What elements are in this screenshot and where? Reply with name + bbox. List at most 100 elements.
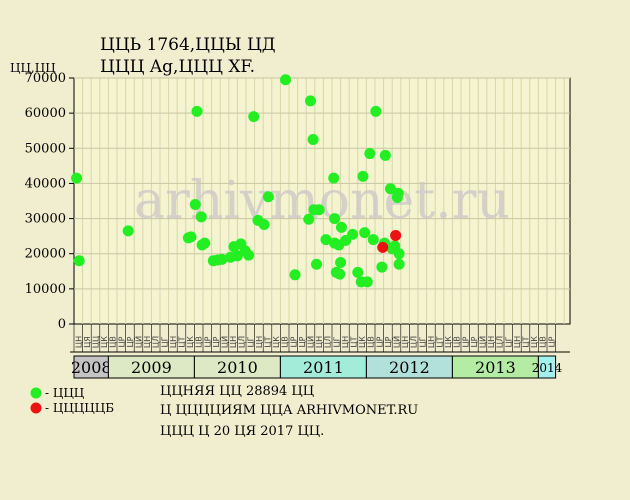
month-label: ЦР bbox=[470, 336, 479, 347]
month-label: ЦЙ bbox=[477, 336, 488, 348]
data-point-sold bbox=[191, 105, 203, 117]
data-point-sold bbox=[73, 255, 85, 267]
data-point-sold bbox=[307, 134, 319, 145]
data-point-sold bbox=[262, 191, 274, 203]
month-label: ЦГ bbox=[418, 336, 427, 347]
legend-marker-sold bbox=[30, 387, 42, 399]
month-label: ЦН bbox=[143, 336, 152, 348]
data-point-sold bbox=[216, 253, 228, 265]
data-point-sold bbox=[313, 204, 325, 216]
data-point-sold bbox=[71, 172, 83, 184]
month-label: ЦЦ bbox=[92, 336, 101, 348]
data-point-sold bbox=[379, 149, 391, 161]
month-label: ЦР bbox=[547, 336, 556, 347]
data-point-sold bbox=[311, 258, 323, 270]
month-label: ЦВ bbox=[281, 336, 290, 348]
y-tick-label: 60000 bbox=[25, 106, 66, 121]
y-axis-ticks: 0 10000 20000 30000 40000 50000 60000 70000 bbox=[25, 71, 74, 332]
month-label: ЦВ bbox=[539, 336, 548, 348]
month-label: ЦН bbox=[74, 336, 83, 348]
month-label: ЦР bbox=[203, 336, 212, 347]
data-point-sold bbox=[195, 211, 207, 223]
legend-label-sold: - ЦЦЦ bbox=[45, 386, 85, 400]
chart-subtitle: ЦЦЦ Ag,ЦЦЦ XF. bbox=[100, 57, 255, 77]
month-label: ЦЙ bbox=[219, 336, 230, 348]
month-label: ЦВ bbox=[109, 336, 118, 348]
data-point-sold bbox=[328, 172, 340, 184]
month-label: ЦН bbox=[513, 336, 522, 348]
month-label: ЦК bbox=[100, 336, 109, 348]
y-axis-unit: ЦЦ,ЦЦ bbox=[10, 61, 56, 75]
data-point-sold bbox=[305, 95, 316, 107]
footer-line-3: ЦЦЦ Ц 20 ЦЯ 2017 ЦЦ. bbox=[160, 424, 324, 439]
month-label: ЦК bbox=[272, 336, 281, 348]
data-point-sold bbox=[189, 199, 201, 211]
month-label: ЦР bbox=[375, 336, 384, 347]
data-point-sold bbox=[334, 268, 346, 280]
month-label: ЦР bbox=[298, 336, 307, 347]
month-label: ЦР bbox=[117, 336, 126, 347]
month-label: ЦГ bbox=[504, 336, 513, 347]
y-tick-label: 0 bbox=[58, 317, 66, 332]
month-label: ЦТ bbox=[350, 336, 359, 347]
month-label: ЦН bbox=[315, 336, 324, 348]
month-label: ЦН bbox=[401, 336, 410, 348]
data-point-sold bbox=[289, 269, 301, 281]
data-point-sold bbox=[359, 227, 371, 239]
data-point-unsold bbox=[390, 229, 402, 241]
y-tick-label: 20000 bbox=[25, 247, 66, 262]
month-label: ЦК bbox=[530, 336, 539, 348]
month-label: ЦЛ bbox=[238, 336, 247, 348]
data-point-sold bbox=[361, 276, 373, 288]
data-point-sold bbox=[352, 266, 364, 278]
data-point-sold bbox=[243, 249, 255, 261]
data-point-sold bbox=[364, 148, 376, 160]
month-label: ЦР bbox=[212, 336, 221, 347]
month-label: ЦТ bbox=[436, 336, 445, 347]
y-tick-label: 40000 bbox=[25, 176, 66, 191]
year-label-2011: 2011 bbox=[303, 358, 344, 377]
data-point-sold bbox=[248, 111, 260, 123]
watermark: arhivmonet.ru bbox=[134, 171, 510, 231]
month-label: ЦВ bbox=[195, 336, 204, 348]
legend-label-unsold: - ЦЦЦЦЦБ bbox=[45, 401, 114, 415]
year-label-2008: 2008 bbox=[71, 358, 112, 377]
data-point-sold bbox=[357, 170, 369, 182]
month-label: ЦЙ bbox=[305, 336, 316, 348]
month-label: ЦЙ bbox=[133, 336, 144, 348]
year-label-2012: 2012 bbox=[389, 358, 430, 377]
month-label: ЦН bbox=[427, 336, 436, 348]
y-tick-label: 70000 bbox=[25, 71, 66, 86]
month-label: ЦР bbox=[384, 336, 393, 347]
data-point-unsold bbox=[377, 241, 389, 253]
year-band-2014 bbox=[537, 355, 557, 379]
month-label: ЦЙ bbox=[391, 336, 402, 348]
y-tick-label: 50000 bbox=[25, 141, 66, 156]
month-label: ЦН bbox=[169, 336, 178, 348]
month-label: ЦВ bbox=[367, 336, 376, 348]
legend: - ЦЦЦ - ЦЦЦЦЦБ bbox=[30, 386, 114, 415]
data-point-sold bbox=[367, 234, 379, 246]
month-label: ЦН bbox=[255, 336, 264, 348]
month-label: ЦВ bbox=[453, 336, 462, 348]
month-label: ЦН bbox=[229, 336, 238, 348]
month-label: ЦЛ bbox=[410, 336, 419, 348]
month-label: ЦЛ bbox=[496, 336, 505, 348]
x-axis-month-labels: ЦН ЦЯ ЦЦ ЦК ЦВ ЦР ЦР ЦЙ ЦН ЦЛ ЦГ ЦН ЦТ ЦК ЦВ ЦР ЦР ЦЙ ЦН ЦЛ… bbox=[70, 324, 570, 353]
month-label: ЦК bbox=[358, 336, 367, 348]
x-axis-year-bands: 2008 2009 2010 2011 2012 2013 2014 bbox=[71, 355, 563, 379]
month-label: ЦГ bbox=[332, 336, 341, 347]
footer-line-1: ЦЦНЯЯ ЦЦ 28894 ЦЦ bbox=[160, 384, 314, 399]
year-label-2010: 2010 bbox=[217, 358, 258, 377]
footer-notes: ЦЦНЯЯ ЦЦ 28894 ЦЦ Ц ЦЦЦЦИЯМ ЦЦА ARHIVMON… bbox=[160, 384, 418, 439]
year-label-2014: 2014 bbox=[532, 361, 563, 375]
data-point-sold bbox=[335, 221, 347, 233]
month-label: ЦР bbox=[289, 336, 298, 347]
month-label: ЦР bbox=[126, 336, 135, 347]
legend-marker-unsold bbox=[30, 402, 42, 414]
data-point-sold bbox=[393, 248, 405, 260]
data-point-sold bbox=[392, 187, 404, 199]
year-label-2013: 2013 bbox=[475, 358, 516, 377]
